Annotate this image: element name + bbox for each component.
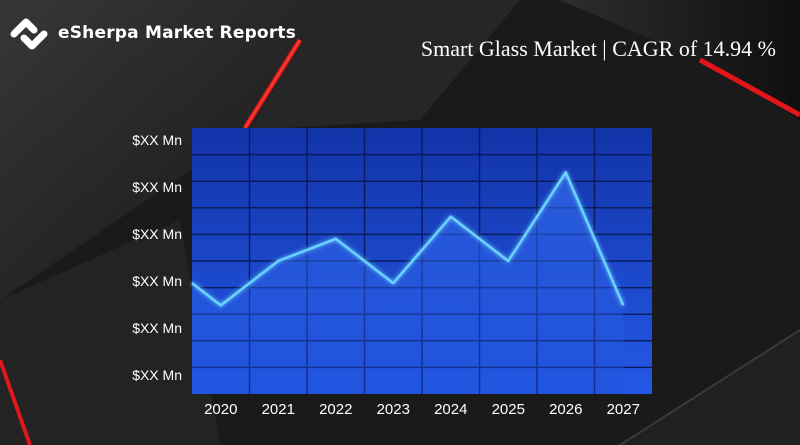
- y-tick-label: $XX Mn: [132, 179, 182, 195]
- x-tick-label: 2020: [204, 401, 237, 418]
- x-tick-label: 2023: [377, 401, 410, 418]
- series-line: [191, 171, 625, 307]
- y-tick-label: $XX Mn: [132, 273, 182, 289]
- x-tick-label: 2025: [492, 401, 525, 418]
- x-tick-label: 2027: [607, 401, 640, 418]
- x-tick-label: 2021: [262, 401, 295, 418]
- x-tick-label: 2024: [434, 401, 467, 418]
- brand-name: eSherpa Market Reports: [58, 23, 297, 43]
- page-title: Smart Glass Market | CAGR of 14.94 %: [420, 36, 776, 61]
- esherpa-logo-icon: [10, 18, 48, 50]
- red-accent-stroke: [0, 359, 32, 445]
- x-tick-label: 2022: [319, 401, 352, 418]
- y-tick-label: $XX Mn: [132, 367, 182, 383]
- y-tick-label: $XX Mn: [132, 132, 182, 148]
- y-tick-label: $XX Mn: [132, 320, 182, 336]
- area-fill: [192, 172, 624, 394]
- y-tick-label: $XX Mn: [132, 226, 182, 242]
- red-accent-stroke: [698, 57, 800, 118]
- x-tick-label: 2026: [549, 401, 582, 418]
- brand: eSherpa Market Reports: [8, 8, 296, 58]
